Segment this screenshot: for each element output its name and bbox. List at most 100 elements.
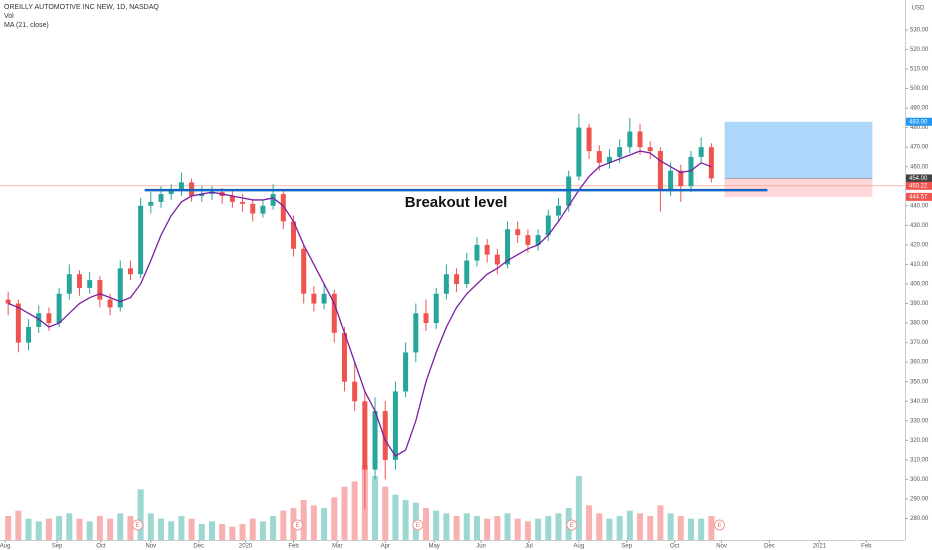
y-tick-label: 320.00 <box>910 438 929 444</box>
candle-body <box>698 147 704 157</box>
candle-body <box>484 244 490 255</box>
y-tick-label: 440.00 <box>910 203 929 209</box>
x-tick-label: Nov <box>716 544 727 550</box>
y-tick-label: 520.00 <box>910 47 929 53</box>
y-tick-label: 350.00 <box>910 379 929 385</box>
volume-bar <box>524 521 531 540</box>
candle-body <box>46 313 52 324</box>
candle-body <box>474 244 480 261</box>
volume-bar <box>280 510 287 540</box>
x-tick-label: Nov <box>145 544 156 550</box>
y-tick-label: 330.00 <box>910 418 929 424</box>
volume-bar <box>249 518 256 540</box>
indicator: MA (21, close) <box>4 22 49 29</box>
y-tick-label: 420.00 <box>910 242 929 248</box>
candle-body <box>708 147 714 179</box>
y-tick-label: 460.00 <box>910 164 929 170</box>
volume-bar <box>423 508 430 540</box>
candle-body <box>525 235 531 245</box>
volume-bar <box>545 516 552 540</box>
candle-body <box>596 151 602 163</box>
volume-bar <box>392 494 399 540</box>
y-tick-label: 310.00 <box>910 457 929 463</box>
candle-body <box>66 274 72 294</box>
candle-body <box>555 205 561 216</box>
volume-bar <box>616 516 623 540</box>
x-tick-label: Feb <box>288 544 299 550</box>
indicator: Vol <box>4 13 14 20</box>
volume-bar <box>86 521 93 540</box>
candle-body <box>76 274 82 288</box>
x-tick-label: May <box>428 544 439 550</box>
volume-bar <box>402 500 409 540</box>
x-tick-label: 2021 <box>813 544 827 550</box>
volume-bar <box>147 513 154 540</box>
price-tag-label: 444.57 <box>909 194 928 200</box>
candle-body <box>464 260 470 284</box>
candle-body <box>362 401 368 470</box>
candle-body <box>545 215 551 236</box>
y-tick-label: 400.00 <box>910 282 929 288</box>
volume-bar <box>66 513 73 540</box>
x-tick-label: Mar <box>332 544 342 550</box>
y-tick-label: 340.00 <box>910 399 929 405</box>
breakout-label: Breakout level <box>405 194 508 211</box>
candle-body <box>668 170 674 191</box>
candle-body <box>433 293 439 324</box>
candle-body <box>647 147 653 152</box>
candle-body <box>5 299 11 304</box>
candle-body <box>617 147 623 157</box>
candle-body <box>117 268 123 308</box>
y-tick-label: 500.00 <box>910 86 929 92</box>
candle-body <box>301 248 307 294</box>
price-tag <box>906 192 932 201</box>
x-tick-label: Sep <box>52 544 63 550</box>
volume-bar <box>484 518 491 540</box>
candle-body <box>382 411 388 460</box>
volume-bar <box>535 518 542 540</box>
candle-body <box>341 332 347 382</box>
earnings-label: E <box>136 523 140 529</box>
moving-average <box>7 150 712 457</box>
volume-bar <box>473 516 480 540</box>
volume-bar <box>443 513 450 540</box>
candle-body <box>627 131 633 148</box>
candle-body <box>127 268 133 275</box>
candle-body <box>443 274 449 294</box>
volume-bar <box>300 500 307 540</box>
x-tick-label: Apr <box>381 544 390 550</box>
candle-body <box>97 280 103 300</box>
volume-bar <box>382 486 389 540</box>
volume-bar <box>158 518 165 540</box>
candle-body <box>56 293 62 324</box>
earnings-marker <box>292 519 304 531</box>
volume-bar <box>239 524 246 540</box>
volume-bar <box>708 516 715 540</box>
x-tick-label: Jul <box>525 544 533 550</box>
candle-body <box>270 194 276 206</box>
volume-bar <box>25 518 32 540</box>
candle-body <box>372 411 378 470</box>
volume-bar <box>586 505 593 540</box>
y-tick-label: 510.00 <box>910 67 929 73</box>
candle-body <box>392 391 398 460</box>
candle-body <box>331 293 337 333</box>
y-tick-label: 430.00 <box>910 223 929 229</box>
volume-bar <box>575 476 582 540</box>
candle-body <box>423 313 429 324</box>
y-tick-label: 280.00 <box>910 516 929 522</box>
candle-body <box>158 194 164 202</box>
candle-body <box>138 205 144 275</box>
price-tag <box>906 117 932 126</box>
candle-body <box>36 313 42 327</box>
loss-zone <box>724 178 873 197</box>
candle-body <box>229 196 235 202</box>
candle-body <box>15 303 21 343</box>
candle-body <box>678 170 684 187</box>
volume-bar <box>35 521 42 540</box>
volume-bar <box>331 497 338 540</box>
y-tick-label: 370.00 <box>910 340 929 346</box>
candle-body <box>586 127 592 152</box>
candle-body <box>515 229 521 236</box>
candle-body <box>209 192 215 195</box>
